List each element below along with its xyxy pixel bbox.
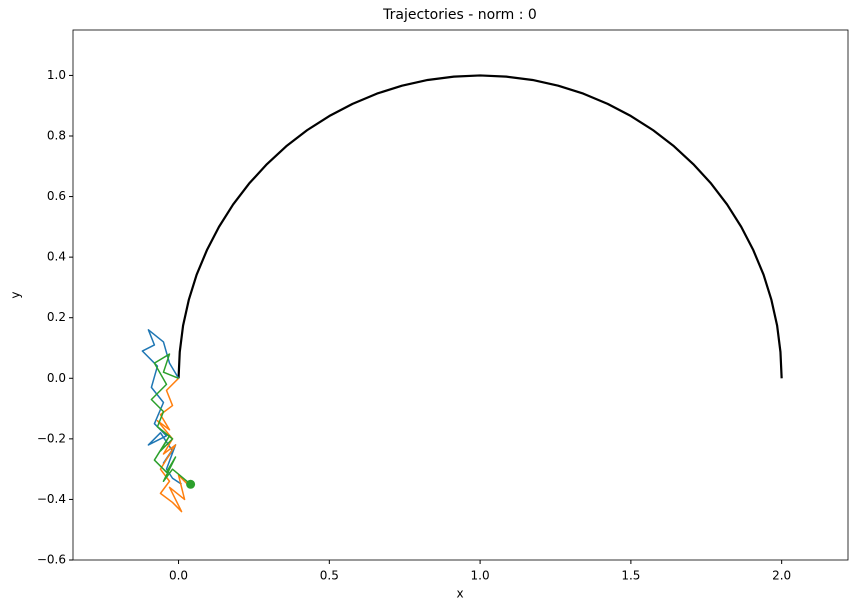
y-tick-label: 0.4 [47,250,66,264]
y-tick-label: 0.2 [47,310,66,324]
trajectory [141,329,182,485]
y-tick-label: 1.0 [47,68,66,82]
y-tick-label: −0.6 [37,553,66,567]
end-marker [186,479,196,489]
x-tick-label: 1.0 [471,569,490,583]
trajectory [150,353,192,485]
trajectory [156,377,189,513]
x-tick-label: 0.5 [320,569,339,583]
y-tick-label: −0.2 [37,431,66,445]
y-tick-label: 0.8 [47,129,66,143]
chart-title: Trajectories - norm : 0 [382,7,537,23]
x-axis-label: x [456,587,463,601]
y-tick-label: 0.0 [47,371,66,385]
y-tick-label: −0.4 [37,492,66,506]
x-tick-label: 1.5 [621,569,640,583]
y-tick-label: 0.6 [47,189,66,203]
y-axis-label: y [9,291,23,298]
x-tick-label: 0.0 [169,569,188,583]
plot-frame [72,29,849,561]
x-tick-label: 2.0 [772,569,791,583]
trajectory [177,74,783,379]
